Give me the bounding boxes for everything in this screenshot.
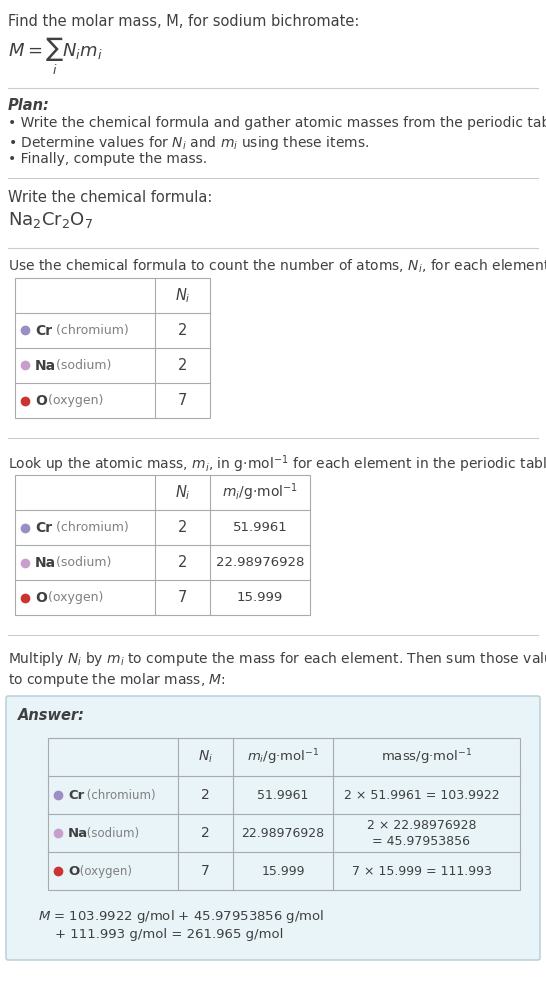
FancyBboxPatch shape	[6, 696, 540, 960]
Text: 15.999: 15.999	[237, 591, 283, 604]
Text: (chromium): (chromium)	[83, 788, 156, 801]
Text: 2 × 51.9961 = 103.9922: 2 × 51.9961 = 103.9922	[343, 788, 499, 801]
Text: $N_i$: $N_i$	[198, 749, 213, 765]
Text: 7: 7	[201, 864, 210, 878]
Text: (sodium): (sodium)	[52, 359, 111, 372]
Bar	[15, 475, 310, 615]
Text: $N_i$: $N_i$	[175, 287, 191, 305]
Text: 22.98976928: 22.98976928	[216, 556, 304, 569]
Text: 2: 2	[178, 358, 187, 373]
Text: (chromium): (chromium)	[52, 521, 129, 534]
Text: 7: 7	[178, 393, 187, 408]
Text: Write the chemical formula:: Write the chemical formula:	[8, 190, 212, 205]
Text: Use the chemical formula to count the number of atoms, $N_i$, for each element:: Use the chemical formula to count the nu…	[8, 258, 546, 276]
Text: • Write the chemical formula and gather atomic masses from the periodic table.: • Write the chemical formula and gather …	[8, 116, 546, 130]
Text: $m_i$/g·mol$^{-1}$: $m_i$/g·mol$^{-1}$	[247, 747, 319, 767]
Text: 2: 2	[178, 323, 187, 338]
Text: 22.98976928: 22.98976928	[241, 827, 324, 840]
Text: 51.9961: 51.9961	[257, 788, 308, 801]
Text: 2 × 22.98976928: 2 × 22.98976928	[367, 818, 476, 832]
Text: Na: Na	[35, 359, 56, 372]
Bar	[15, 278, 210, 418]
Text: 51.9961: 51.9961	[233, 521, 287, 534]
Text: 2: 2	[178, 520, 187, 535]
Text: Plan:: Plan:	[8, 98, 50, 113]
Text: Find the molar mass, M, for sodium bichromate:: Find the molar mass, M, for sodium bichr…	[8, 14, 359, 29]
Text: • Determine values for $N_i$ and $m_i$ using these items.: • Determine values for $N_i$ and $m_i$ u…	[8, 134, 369, 152]
Text: $\mathrm{Na_2Cr_2O_7}$: $\mathrm{Na_2Cr_2O_7}$	[8, 210, 93, 230]
Text: $N_i$: $N_i$	[175, 483, 191, 502]
Text: O: O	[35, 393, 47, 407]
Text: 2: 2	[201, 788, 210, 802]
Text: 7 × 15.999 = 111.993: 7 × 15.999 = 111.993	[352, 864, 491, 877]
Text: 7: 7	[178, 590, 187, 605]
Text: $M$ = 103.9922 g/mol + 45.97953856 g/mol: $M$ = 103.9922 g/mol + 45.97953856 g/mol	[38, 908, 324, 925]
Text: Cr: Cr	[35, 521, 52, 535]
Text: 15.999: 15.999	[261, 864, 305, 877]
Text: • Finally, compute the mass.: • Finally, compute the mass.	[8, 152, 207, 166]
Text: $M = \sum_i N_i m_i$: $M = \sum_i N_i m_i$	[8, 36, 103, 77]
Text: = 45.97953856: = 45.97953856	[372, 835, 471, 848]
Text: (sodium): (sodium)	[52, 556, 111, 569]
Text: O: O	[68, 864, 79, 877]
Text: (oxygen): (oxygen)	[76, 864, 132, 877]
Text: Look up the atomic mass, $m_i$, in g·mol$^{-1}$ for each element in the periodic: Look up the atomic mass, $m_i$, in g·mol…	[8, 453, 546, 474]
Text: Cr: Cr	[68, 788, 84, 801]
Text: (oxygen): (oxygen)	[45, 591, 104, 604]
Text: mass/g·mol$^{-1}$: mass/g·mol$^{-1}$	[381, 747, 472, 767]
Text: (oxygen): (oxygen)	[45, 394, 104, 407]
Bar	[48, 738, 520, 890]
Text: Multiply $N_i$ by $m_i$ to compute the mass for each element. Then sum those val: Multiply $N_i$ by $m_i$ to compute the m…	[8, 650, 546, 689]
Text: O: O	[35, 591, 47, 605]
Text: Answer:: Answer:	[18, 708, 85, 723]
Text: Na: Na	[68, 827, 88, 840]
Text: Na: Na	[35, 555, 56, 569]
Text: $m_i$/g·mol$^{-1}$: $m_i$/g·mol$^{-1}$	[222, 482, 298, 503]
Text: 2: 2	[178, 555, 187, 570]
Text: Cr: Cr	[35, 323, 52, 338]
Text: + 111.993 g/mol = 261.965 g/mol: + 111.993 g/mol = 261.965 g/mol	[55, 928, 283, 941]
Text: (sodium): (sodium)	[83, 827, 139, 840]
Text: 2: 2	[201, 826, 210, 840]
Text: (chromium): (chromium)	[52, 324, 129, 337]
